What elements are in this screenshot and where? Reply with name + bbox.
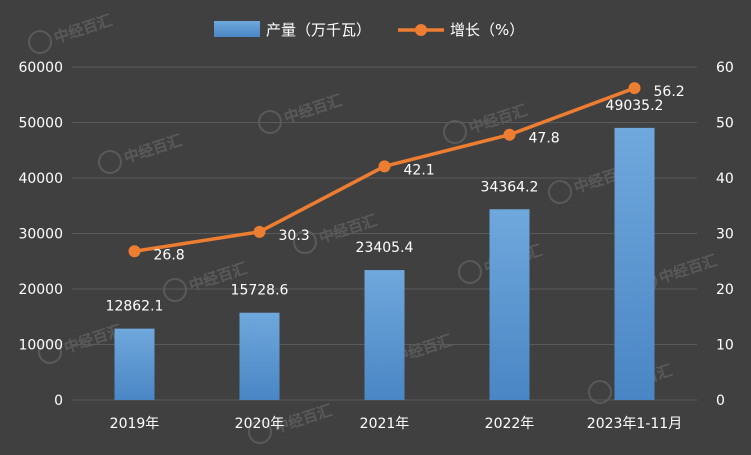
legend-line-marker [415, 24, 427, 36]
watermark-text: 中经百汇 [657, 251, 720, 287]
bar [114, 328, 155, 400]
y-right-tick-label: 60 [716, 60, 734, 76]
line-point [378, 160, 391, 173]
bar-data-label: 15728.6 [231, 283, 289, 299]
watermark-logo: 中经百汇 [258, 91, 345, 134]
x-tick-label: 2020年 [235, 416, 285, 432]
line-point [503, 128, 516, 141]
watermark-circle-icon [293, 230, 317, 254]
line-data-label: 42.1 [404, 162, 435, 178]
watermark-text: 中经百汇 [122, 131, 185, 167]
legend-bar-swatch [214, 21, 260, 37]
bar-series [114, 127, 655, 400]
y-right-tick-label: 20 [716, 282, 734, 298]
watermark-circle-icon [38, 340, 62, 364]
y-left-tick-label: 0 [54, 393, 63, 409]
y-left-tick-label: 30000 [18, 227, 63, 243]
x-tick-label: 2023年1-11月 [587, 416, 682, 432]
axis-labels: 0 10000 20000 30000 40000 50000 60000 0 10 20 30 40… [18, 60, 733, 432]
y-left-tick-label: 10000 [18, 338, 63, 354]
watermark-circle-icon [443, 120, 467, 144]
watermark-logo: 中经百汇 [28, 11, 115, 54]
bar [489, 209, 530, 400]
line-data-label: 26.8 [154, 247, 185, 263]
bar [239, 312, 280, 400]
bar-data-label: 49035.2 [606, 98, 664, 114]
legend-line-label: 增长（%） [450, 21, 524, 39]
watermark-circle-icon [98, 150, 122, 174]
watermark-circle-icon [258, 110, 282, 134]
data-labels: 12862.1 15728.6 23405.4 34364.2 49035.2 26.8 3… [106, 84, 685, 315]
y-left-tick-label: 20000 [18, 282, 63, 298]
y-left-tick-label: 40000 [18, 171, 63, 187]
y-left-tick-label: 60000 [18, 60, 63, 76]
line-data-label: 30.3 [279, 228, 310, 244]
y-right-tick-label: 10 [716, 338, 734, 354]
y-right-tick-label: 50 [716, 116, 734, 132]
legend-bar-label: 产量（万千瓦） [266, 21, 371, 39]
bar-data-label: 23405.4 [356, 240, 414, 256]
legend: 产量（万千瓦） 增长（%） [214, 21, 524, 39]
bar-data-label: 34364.2 [481, 179, 539, 195]
bar-data-label: 12862.1 [106, 299, 164, 315]
y-right-tick-label: 40 [716, 171, 734, 187]
y-right-tick-label: 0 [716, 393, 725, 409]
y-left-tick-label: 50000 [18, 116, 63, 132]
line-point [628, 82, 641, 95]
watermark-circle-icon [28, 30, 52, 54]
line-point [253, 225, 266, 238]
bar [364, 270, 405, 400]
y-right-tick-label: 30 [716, 227, 734, 243]
line-data-label: 56.2 [654, 84, 685, 100]
watermark-circle-icon [458, 260, 482, 284]
watermark-circle-icon [248, 420, 272, 444]
x-tick-label: 2021年 [360, 416, 410, 432]
watermark-text: 中经百汇 [282, 91, 345, 127]
line-data-label: 47.8 [529, 131, 560, 147]
x-tick-label: 2019年 [110, 416, 160, 432]
gridlines [72, 66, 697, 401]
line-series [128, 82, 641, 258]
watermark-circle-icon [163, 278, 187, 302]
line-point [128, 245, 141, 258]
x-tick-label: 2022年 [485, 416, 535, 432]
watermark-text: 中经百汇 [52, 11, 115, 47]
watermark-circle-icon [588, 380, 612, 404]
watermark-logo: 中经百汇 [98, 131, 185, 174]
watermark-circle-icon [548, 180, 572, 204]
bar [614, 127, 655, 400]
